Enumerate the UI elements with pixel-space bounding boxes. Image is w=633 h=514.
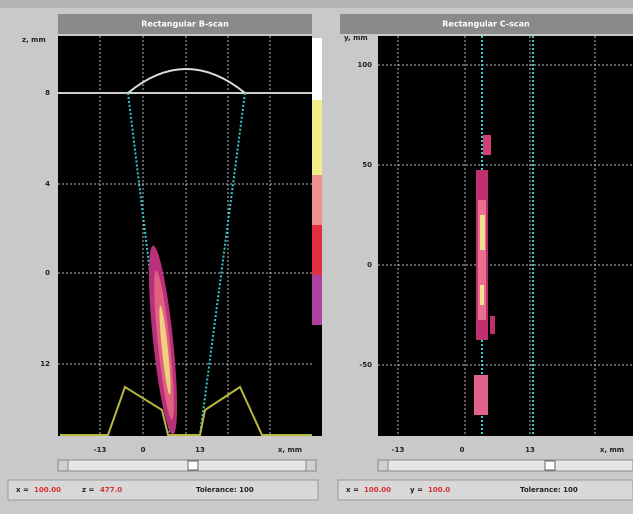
status-value: 100.00 <box>364 486 391 494</box>
scroll-track[interactable] <box>377 459 633 472</box>
scale-step <box>312 100 322 175</box>
panel-title: Rectangular C-scan <box>442 20 530 29</box>
scale-step <box>312 175 322 225</box>
y-tick-label: 12 <box>40 360 50 368</box>
scale-step <box>312 275 322 325</box>
plot-area <box>58 36 312 436</box>
beam-edge <box>199 92 246 436</box>
blob-core <box>480 215 485 250</box>
y-tick-label: 4 <box>45 180 50 188</box>
status-label: x = <box>346 486 359 494</box>
scale-step <box>312 225 322 275</box>
y-tick-label: 8 <box>45 89 50 97</box>
panel-title: Rectangular B-scan <box>141 20 229 29</box>
scroll-track[interactable] <box>57 459 317 472</box>
beam-edge <box>127 92 171 436</box>
axis-label: y, mm <box>344 34 368 42</box>
x-tick-label: 13 <box>525 446 535 454</box>
scale-step <box>312 38 322 100</box>
scrollbar[interactable] <box>57 459 317 472</box>
panel-title-bar <box>340 14 633 34</box>
panel-title-bar <box>58 14 312 34</box>
status-value: 100.00 <box>34 486 61 494</box>
x-tick-label: -13 <box>392 446 405 454</box>
plot-area <box>378 36 633 436</box>
y-tick-label: 100 <box>357 61 372 69</box>
scroll-left-button[interactable] <box>377 459 389 472</box>
indication-blob <box>474 135 495 415</box>
status-label: y = <box>410 486 423 494</box>
scrollbar[interactable] <box>377 459 633 472</box>
scroll-right-button[interactable] <box>305 459 317 472</box>
blob-outer <box>474 375 488 415</box>
status-value: 100.0 <box>428 486 450 494</box>
axis-label: x, mm <box>278 446 302 454</box>
y-tick-label: -50 <box>359 361 372 369</box>
x-tick-label: 0 <box>141 446 146 454</box>
scroll-thumb[interactable] <box>187 460 199 471</box>
gate-profile <box>60 385 312 436</box>
axis-label: x, mm <box>600 446 624 454</box>
status-label: x = <box>16 486 29 494</box>
blob-core <box>480 285 484 305</box>
scroll-left-button[interactable] <box>57 459 69 472</box>
scale-step <box>312 325 322 436</box>
status-bar <box>7 479 319 501</box>
blob-mid <box>478 200 486 320</box>
indication-blob <box>148 245 178 435</box>
grid <box>378 36 633 436</box>
x-tick-label: 13 <box>195 446 205 454</box>
axis-label: z, mm <box>22 36 46 44</box>
status-label: z = <box>82 486 95 494</box>
blob-outer <box>483 135 491 155</box>
status-text: Tolerance: 100 <box>520 486 578 494</box>
x-tick-label: 0 <box>460 446 465 454</box>
probe-arc <box>127 68 246 94</box>
x-tick-label: -13 <box>94 446 107 454</box>
status-value: 477.0 <box>100 486 122 494</box>
blob-core <box>159 305 171 395</box>
scroll-thumb[interactable] <box>544 460 556 471</box>
status-text: Tolerance: 100 <box>196 486 254 494</box>
status-bar <box>337 479 633 501</box>
top-strip <box>0 0 633 8</box>
y-tick-label: 50 <box>362 161 372 169</box>
color-scale <box>312 38 322 436</box>
y-tick-label: 0 <box>45 269 50 277</box>
y-tick-label: 0 <box>367 261 372 269</box>
grid <box>58 36 312 436</box>
blob-outer <box>490 316 495 334</box>
